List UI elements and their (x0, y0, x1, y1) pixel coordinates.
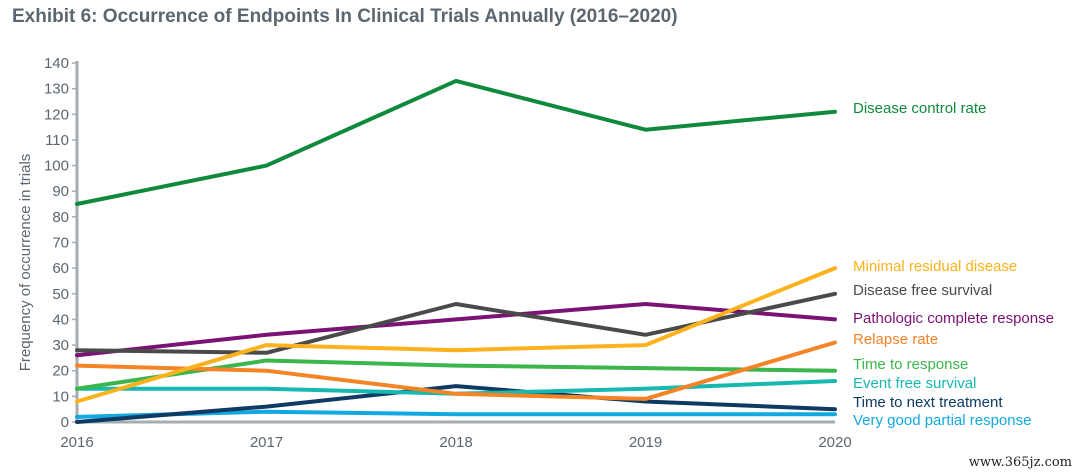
series-line-pathologic-complete-response (75, 302, 837, 358)
y-tick-label: 50 (52, 286, 69, 303)
y-tick-label: 80 (52, 209, 69, 226)
x-tick-label: 2017 (250, 434, 283, 451)
chart-title: Exhibit 6: Occurrence of Endpoints In Cl… (12, 6, 678, 27)
y-tick-label: 0 (61, 414, 69, 431)
series-labels: Disease control rate Minimal residual dis… (853, 100, 1054, 429)
y-tick-label: 10 (52, 388, 69, 405)
y-tick-label: 110 (45, 132, 69, 149)
y-tick-label: 60 (52, 260, 69, 277)
chart-series (75, 78, 837, 424)
series-line-time-to-next-treatment (75, 384, 837, 424)
y-tick-label: 70 (52, 235, 69, 252)
series-label-relapse-rate: Relapse rate (853, 331, 938, 348)
x-tick-label: 2018 (439, 434, 472, 451)
watermark: www.365jz.com (968, 455, 1072, 470)
x-tick-label: 2016 (60, 434, 93, 451)
y-tick-label: 90 (52, 183, 69, 200)
y-axis-title: Frequency of occurrence in trials (17, 154, 34, 372)
series-line-disease-control-rate (75, 78, 837, 206)
series-label-minimal-residual-disease: Minimal residual disease (853, 258, 1017, 275)
y-tick-label: 40 (52, 311, 69, 328)
x-tick-label: 2019 (629, 434, 662, 451)
y-tick-label: 20 (52, 363, 69, 380)
series-label-very-good-partial-response: Very good partial response (853, 412, 1031, 429)
y-tick-label: 30 (52, 337, 69, 354)
series-line-minimal-residual-disease (75, 266, 837, 404)
series-label-disease-control-rate: Disease control rate (853, 100, 986, 117)
series-label-time-to-next-treatment: Time to next treatment (853, 394, 1003, 411)
series-label-pathologic-complete-response: Pathologic complete response (853, 310, 1054, 327)
series-label-disease-free-survival: Disease free survival (853, 282, 992, 299)
series-label-event-free-survival: Event free survival (853, 375, 976, 392)
y-tick-label: 100 (44, 158, 69, 175)
series-line-relapse-rate (75, 340, 837, 401)
y-tick-label: 130 (44, 81, 69, 98)
chart-axes: 0 10 20 30 40 50 60 70 80 90 100 110 120 130 140 2016 20… (17, 55, 852, 451)
x-tick-label: 2020 (818, 434, 851, 451)
y-tick-label: 140 (44, 55, 69, 72)
series-label-time-to-response: Time to response (853, 356, 968, 373)
y-tick-label: 120 (44, 106, 69, 123)
